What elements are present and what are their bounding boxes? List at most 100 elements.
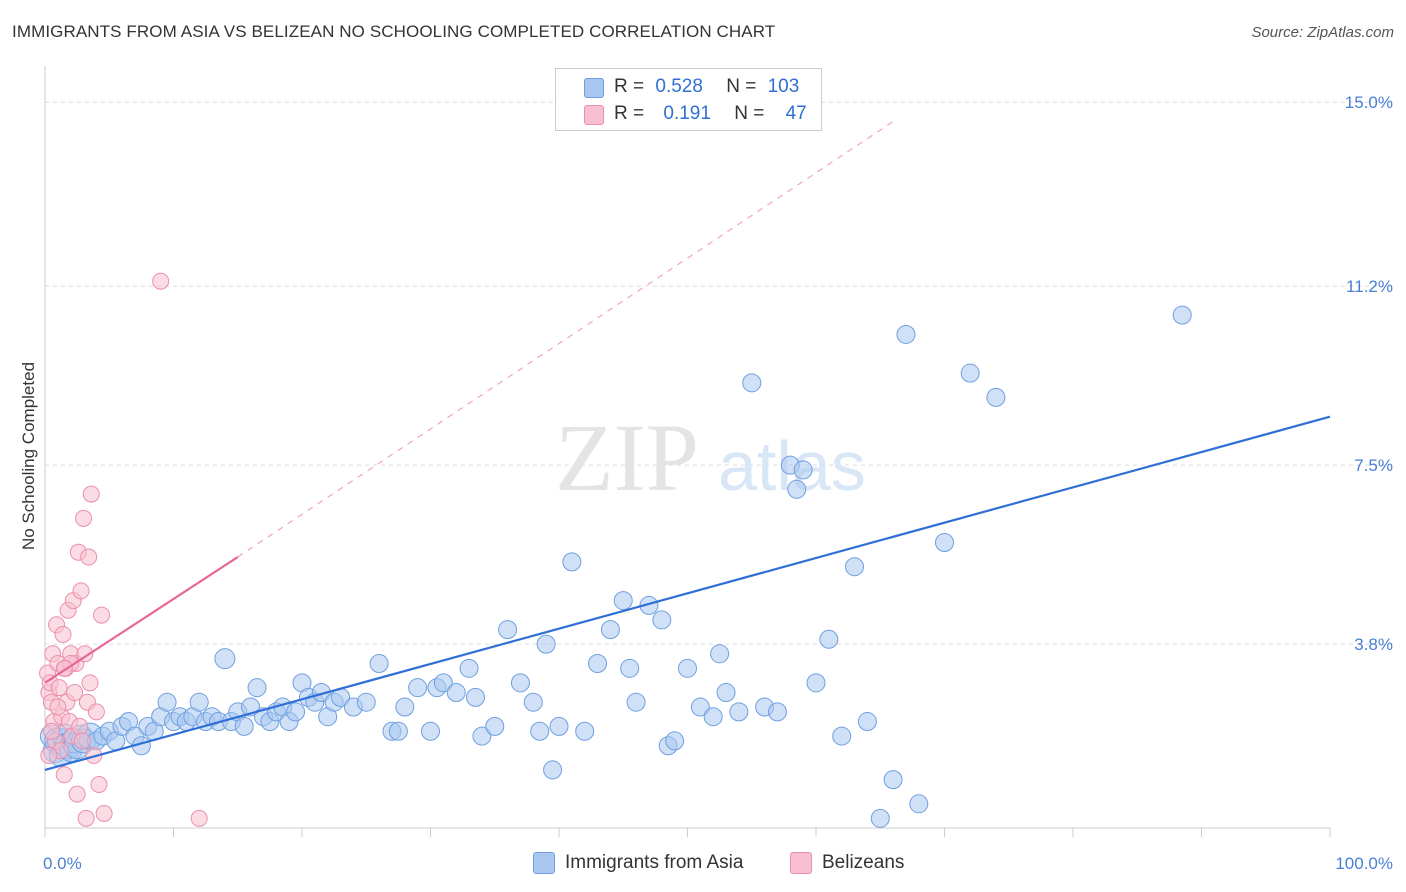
point-asia <box>678 658 697 678</box>
point-belizeans <box>93 606 111 624</box>
point-belizeans <box>90 775 108 793</box>
point-asia <box>665 731 685 751</box>
point-asia <box>935 533 954 553</box>
point-asia <box>909 794 929 814</box>
point-asia <box>960 363 980 383</box>
series-legend-belizeans: Belizeans <box>790 852 904 874</box>
point-belizeans <box>82 485 100 503</box>
point-belizeans <box>95 804 113 822</box>
point-belizeans <box>66 684 84 702</box>
legend-r-value: 0.191 <box>663 103 711 124</box>
point-belizeans <box>68 785 86 803</box>
legend-label-asia: Immigrants from Asia <box>565 852 744 873</box>
point-belizeans <box>81 674 99 692</box>
point-asia <box>986 387 1006 407</box>
point-asia <box>787 479 807 499</box>
correlation-legend: R = 0.528 N = 103 R = 0.191 N = 47 <box>555 68 822 131</box>
legend-n-value: 47 <box>785 103 807 124</box>
legend-label-belizeans: Belizeans <box>822 852 905 873</box>
trend-line-asia <box>44 415 1331 771</box>
legend-n-label: N = <box>726 76 757 97</box>
point-asia <box>356 692 376 712</box>
point-asia <box>729 702 749 722</box>
point-asia <box>523 692 543 712</box>
legend-swatch-belizeans <box>584 105 604 125</box>
legend-r-value: 0.528 <box>655 76 703 97</box>
watermark-zip: ZIP <box>555 404 699 511</box>
gridlines <box>45 101 1392 645</box>
point-asia <box>286 702 306 722</box>
point-asia <box>562 552 582 572</box>
point-asia <box>883 770 903 790</box>
point-belizeans <box>40 746 58 764</box>
x-tick-label: 0.0% <box>43 854 82 873</box>
point-asia <box>510 673 530 693</box>
point-asia <box>157 692 177 712</box>
point-belizeans <box>42 722 60 740</box>
legend-swatch-asia <box>584 78 604 98</box>
point-asia <box>543 760 563 780</box>
source-credit: Source: ZipAtlas.com <box>1251 24 1394 41</box>
point-belizeans <box>55 766 73 784</box>
point-asia <box>857 712 877 732</box>
point-asia <box>767 702 787 722</box>
point-asia <box>472 726 492 746</box>
point-asia <box>896 324 916 344</box>
point-belizeans <box>80 548 98 566</box>
legend-swatch-asia <box>533 852 555 874</box>
point-asia <box>369 653 389 673</box>
point-asia <box>1172 305 1192 325</box>
point-asia <box>549 716 569 736</box>
point-asia <box>459 658 479 678</box>
point-asia <box>870 808 890 828</box>
point-belizeans <box>73 732 91 750</box>
point-asia <box>214 648 236 670</box>
y-tick-label: 3.8% <box>1354 635 1393 654</box>
y-tick-label: 15.0% <box>1345 93 1393 112</box>
point-asia <box>395 697 415 717</box>
data-points <box>39 272 1192 828</box>
point-asia <box>446 683 466 703</box>
point-asia <box>703 707 723 727</box>
point-asia <box>600 620 620 640</box>
tick-labels: 3.8% 7.5% 11.2% 15.0% 0.0% 100.0% <box>43 93 1393 873</box>
point-asia <box>710 644 730 664</box>
y-axis-label: No Schooling Completed <box>19 362 38 550</box>
y-tick-label: 11.2% <box>1346 277 1393 296</box>
chart-title: IMMIGRANTS FROM ASIA VS BELIZEAN NO SCHO… <box>12 22 776 41</box>
point-belizeans <box>50 679 68 697</box>
point-asia <box>388 721 408 741</box>
legend-n-value: 103 <box>767 76 800 97</box>
point-belizeans <box>49 698 67 716</box>
point-asia <box>485 716 505 736</box>
y-tick-label: 7.5% <box>1354 456 1393 475</box>
point-belizeans <box>87 703 105 721</box>
point-belizeans <box>71 717 89 735</box>
trend-line-belizeans <box>44 556 239 684</box>
point-asia <box>498 620 518 640</box>
point-asia <box>234 716 254 736</box>
point-asia <box>626 692 646 712</box>
legend-r-label: R = <box>614 103 645 124</box>
x-tick-label: 100.0% <box>1335 854 1393 873</box>
point-belizeans <box>152 272 170 290</box>
point-asia <box>421 721 440 741</box>
point-asia <box>530 721 550 741</box>
point-asia <box>652 610 672 630</box>
legend-row-belizeans: R = 0.191 N = 47 <box>614 102 807 126</box>
point-asia <box>806 673 826 693</box>
point-belizeans <box>54 625 72 643</box>
legend-n-label: N = <box>734 103 765 124</box>
point-asia <box>588 653 608 673</box>
point-asia <box>613 591 633 611</box>
legend-r-label: R = <box>614 76 645 97</box>
point-belizeans <box>77 809 95 827</box>
point-belizeans <box>190 809 208 827</box>
trend-lines <box>44 415 1331 771</box>
point-asia <box>742 373 762 393</box>
point-asia <box>793 460 813 480</box>
point-asia <box>845 557 865 577</box>
point-asia <box>620 658 640 678</box>
point-belizeans <box>72 582 90 600</box>
